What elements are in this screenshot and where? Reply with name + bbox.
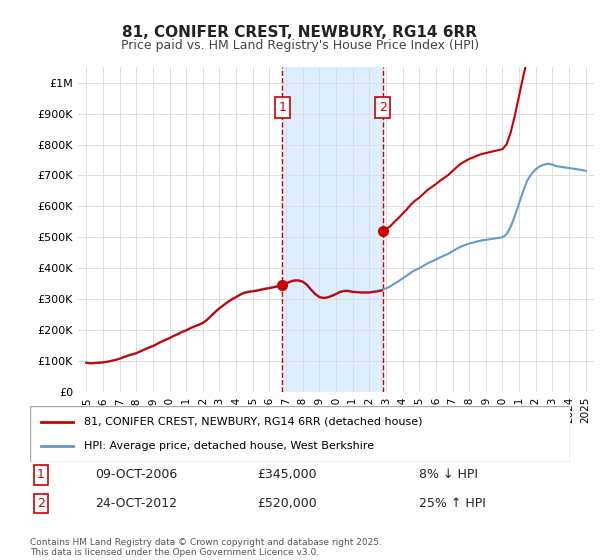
Text: 09-OCT-2006: 09-OCT-2006	[95, 468, 177, 482]
Text: £345,000: £345,000	[257, 468, 316, 482]
Text: 25% ↑ HPI: 25% ↑ HPI	[419, 497, 485, 510]
FancyBboxPatch shape	[30, 406, 570, 462]
Text: £520,000: £520,000	[257, 497, 317, 510]
Text: 2: 2	[37, 497, 45, 510]
Text: Contains HM Land Registry data © Crown copyright and database right 2025.
This d: Contains HM Land Registry data © Crown c…	[30, 538, 382, 557]
Bar	[283, 67, 383, 392]
Text: 24-OCT-2012: 24-OCT-2012	[95, 497, 177, 510]
Text: 1: 1	[278, 101, 286, 114]
Text: 1: 1	[37, 468, 45, 482]
Text: 81, CONIFER CREST, NEWBURY, RG14 6RR: 81, CONIFER CREST, NEWBURY, RG14 6RR	[122, 25, 478, 40]
Text: 2: 2	[379, 101, 387, 114]
Text: 81, CONIFER CREST, NEWBURY, RG14 6RR (detached house): 81, CONIFER CREST, NEWBURY, RG14 6RR (de…	[84, 417, 422, 427]
Text: 8% ↓ HPI: 8% ↓ HPI	[419, 468, 478, 482]
Text: Price paid vs. HM Land Registry's House Price Index (HPI): Price paid vs. HM Land Registry's House …	[121, 39, 479, 52]
Text: HPI: Average price, detached house, West Berkshire: HPI: Average price, detached house, West…	[84, 441, 374, 451]
